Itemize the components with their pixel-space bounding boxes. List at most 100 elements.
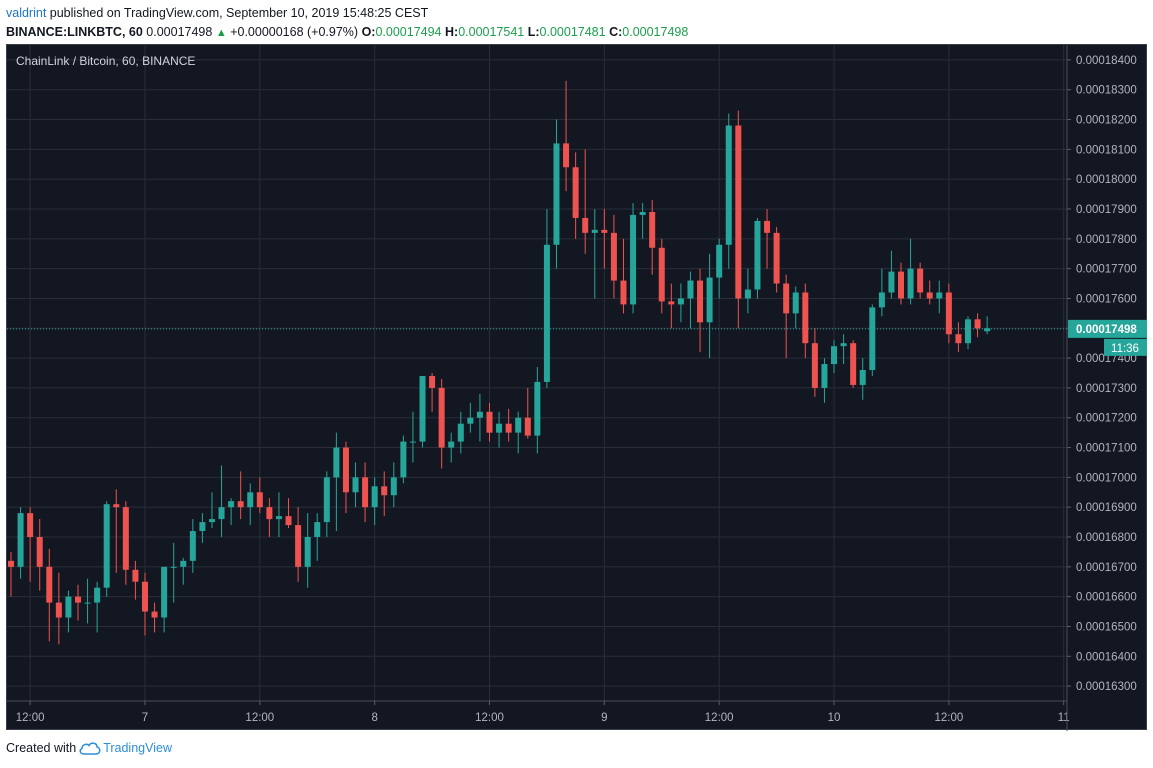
up-arrow-icon: ▲ [215, 27, 227, 39]
y-tick-label: 0.00016800 [1076, 532, 1137, 544]
x-tick-label: 12:00 [934, 712, 963, 724]
candle-body [141, 581, 148, 612]
y-tick-label: 0.00018200 [1076, 115, 1137, 127]
candle-body [352, 477, 359, 493]
candle-body [371, 486, 378, 508]
candle-body [936, 292, 943, 299]
candle-body [342, 447, 349, 493]
candle-body [543, 244, 550, 382]
candle-body [113, 504, 120, 508]
candlestick-chart[interactable]: 0.00018400 0.00018300 0.00018200 0.00018100… [7, 45, 1148, 731]
candle-body [945, 292, 952, 335]
candle-body [295, 525, 302, 567]
candle-body [74, 596, 81, 603]
candle-body [103, 504, 110, 588]
y-tick-label: 0.00017600 [1076, 293, 1137, 305]
candle-body [151, 611, 158, 618]
candle-body [563, 143, 570, 168]
author-link[interactable]: valdrint [6, 6, 47, 20]
candle-body [486, 411, 493, 433]
candle-body [898, 271, 905, 299]
candle-body [170, 566, 177, 568]
candle-body [275, 516, 282, 520]
candle-body [256, 492, 263, 508]
candle-body [381, 486, 388, 496]
y-tick-label: 0.00016700 [1076, 562, 1137, 574]
x-tick-label: 9 [601, 712, 607, 724]
candle-body [764, 220, 771, 233]
candle-body [955, 334, 962, 344]
candle-body [610, 232, 617, 281]
candle-body [409, 441, 416, 443]
published-text: published on TradingView.com, September … [49, 6, 429, 20]
chart-title: ChainLink / Bitcoin, 60, BINANCE [16, 54, 196, 68]
footer: Created with TradingView [6, 741, 172, 755]
y-tick-label: 0.00017000 [1076, 472, 1137, 484]
candle-body [304, 537, 311, 567]
candle-body [208, 519, 215, 523]
candle-body [180, 560, 187, 567]
candle-body [333, 447, 340, 478]
open-label: O: [361, 25, 376, 39]
candle-body [390, 477, 397, 496]
candle-body [534, 381, 541, 436]
candle-body [285, 516, 292, 526]
candle-body [591, 229, 598, 233]
candle-body [448, 441, 455, 448]
x-tick-label: 7 [142, 712, 148, 724]
candle-body [496, 423, 503, 433]
candle-body [94, 587, 101, 603]
chart-header: valdrint published on TradingView.com, S… [6, 4, 1146, 43]
candle-body [476, 411, 483, 418]
candle-body [362, 477, 369, 508]
candle-body [792, 292, 799, 314]
candle-body [8, 560, 14, 567]
candle-body [228, 501, 235, 508]
y-tick-label: 0.00016600 [1076, 592, 1137, 604]
x-tick-label: 12:00 [475, 712, 504, 724]
close-label: C: [609, 25, 623, 39]
candle-body [467, 417, 474, 424]
close-value: 0.00017498 [622, 25, 689, 39]
candle-body [783, 283, 790, 314]
low-label: L: [527, 25, 540, 39]
countdown-label: 11:36 [1111, 343, 1139, 355]
low-value: 0.00017481 [539, 25, 606, 39]
candle-body [735, 125, 742, 299]
candle-body [237, 501, 244, 508]
candle-body [55, 602, 62, 618]
x-tick-label: 12:00 [245, 712, 274, 724]
y-tick-label: 0.00018000 [1076, 174, 1137, 186]
candle-body [687, 280, 694, 299]
candle-body [46, 566, 53, 603]
candle-body [429, 375, 436, 388]
y-tick-label: 0.00017300 [1076, 383, 1137, 395]
candle-body [601, 229, 608, 233]
candle-body [716, 244, 723, 278]
tradingview-link[interactable]: TradingView [79, 741, 172, 755]
y-tick-label: 0.00017400 [1076, 353, 1137, 365]
open-value: 0.00017494 [375, 25, 442, 39]
candle-body [524, 417, 531, 436]
y-tick-label: 0.00017100 [1076, 443, 1137, 455]
candle-body [419, 375, 426, 442]
candle-body [917, 268, 924, 293]
candle-body [926, 292, 933, 299]
candle-body [850, 343, 857, 385]
created-with-text: Created with [6, 741, 77, 755]
candle-body [189, 531, 196, 561]
candle-body [515, 417, 522, 433]
candle-body [706, 277, 713, 323]
candle-body [36, 537, 43, 567]
candle-body [27, 513, 34, 537]
candle-body [247, 492, 254, 508]
candle-body [620, 280, 627, 305]
candle-body [572, 167, 579, 218]
cloud-icon [79, 742, 101, 755]
candle-body [323, 477, 330, 523]
y-tick-label: 0.00017200 [1076, 413, 1137, 425]
candle-body [639, 211, 646, 215]
chart-panel[interactable]: 0.00018400 0.00018300 0.00018200 0.00018100… [6, 44, 1148, 731]
candle-body [802, 292, 809, 344]
candle-body [668, 301, 675, 305]
